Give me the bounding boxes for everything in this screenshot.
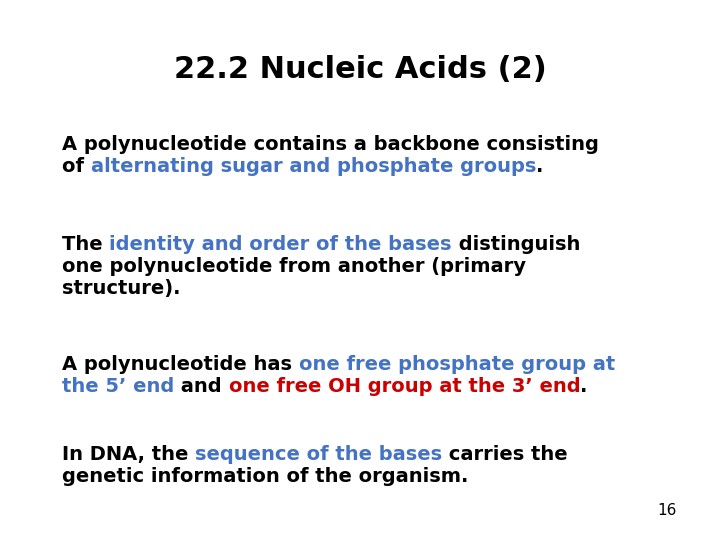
Text: A polynucleotide contains a backbone consisting: A polynucleotide contains a backbone con… — [62, 135, 599, 154]
Text: structure).: structure). — [62, 279, 181, 298]
Text: .: . — [580, 377, 588, 396]
Text: sequence of the bases: sequence of the bases — [195, 445, 442, 464]
Text: of: of — [62, 157, 91, 176]
Text: and: and — [174, 377, 229, 396]
Text: carries the: carries the — [442, 445, 568, 464]
Text: A polynucleotide has: A polynucleotide has — [62, 355, 299, 374]
Text: one free OH group at the 3’ end: one free OH group at the 3’ end — [229, 377, 580, 396]
Text: In DNA, the: In DNA, the — [62, 445, 195, 464]
Text: 16: 16 — [657, 503, 677, 518]
Text: distinguish: distinguish — [452, 235, 580, 254]
Text: alternating sugar and phosphate groups: alternating sugar and phosphate groups — [91, 157, 536, 176]
Text: .: . — [536, 157, 544, 176]
Text: 22.2 Nucleic Acids (2): 22.2 Nucleic Acids (2) — [174, 55, 546, 84]
Text: one polynucleotide from another (primary: one polynucleotide from another (primary — [62, 257, 526, 276]
Text: one free phosphate group at: one free phosphate group at — [299, 355, 615, 374]
Text: the 5’ end: the 5’ end — [62, 377, 174, 396]
Text: identity and order of the bases: identity and order of the bases — [109, 235, 452, 254]
Text: The: The — [62, 235, 109, 254]
Text: genetic information of the organism.: genetic information of the organism. — [62, 467, 469, 486]
